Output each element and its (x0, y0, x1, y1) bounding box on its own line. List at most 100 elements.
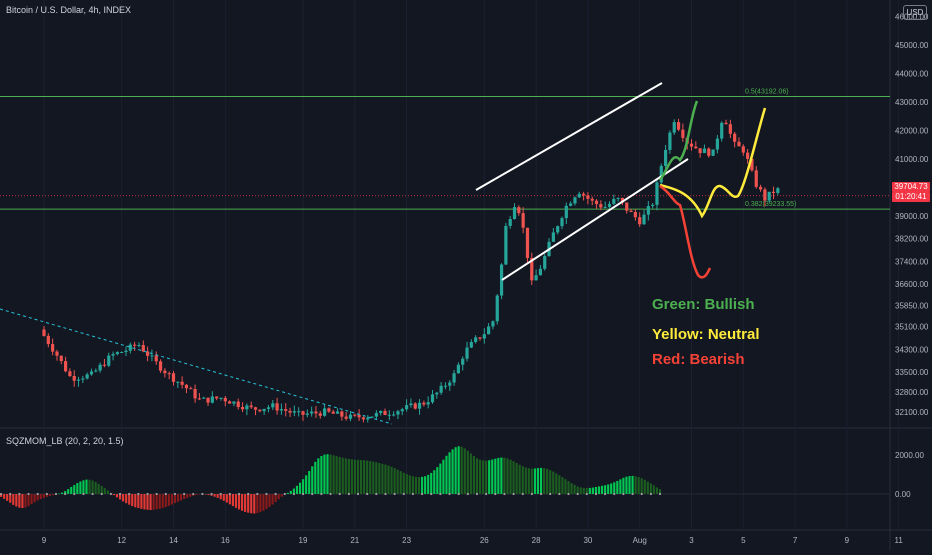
squeeze-dot (604, 492, 607, 496)
candle-body (771, 191, 776, 193)
candle-body (754, 170, 758, 187)
squeeze-dot (164, 492, 167, 496)
momentum-bar (582, 487, 585, 494)
squeeze-dot (45, 492, 48, 496)
momentum-bar (143, 494, 146, 510)
neutral-scenario-path (659, 107, 767, 219)
fib-label: 0.5(43192.06) (745, 89, 789, 96)
momentum-bar (183, 494, 186, 500)
candle-body (292, 411, 296, 413)
currency-badge[interactable]: USD (903, 5, 927, 20)
momentum-bar (27, 494, 30, 507)
candle-body (694, 146, 698, 149)
candle-body (305, 413, 309, 415)
momentum-bar (271, 494, 274, 505)
price-tick-label: 35100.00 (895, 323, 929, 332)
momentum-bar (161, 494, 164, 509)
momentum-bar (15, 494, 18, 507)
momentum-bar (353, 459, 357, 494)
momentum-bar (30, 494, 33, 505)
candle-body (737, 141, 741, 147)
candle-body (746, 152, 750, 159)
candle-body (413, 403, 417, 409)
candle-body (46, 335, 50, 345)
squeeze-dot (466, 492, 469, 496)
candle-body (638, 217, 642, 225)
momentum-bar (39, 494, 42, 500)
momentum-bar (463, 448, 466, 494)
price-tick-label: 36600.00 (895, 280, 929, 289)
momentum-bar (625, 476, 628, 494)
momentum-bar (579, 487, 582, 494)
squeeze-dot (237, 492, 241, 496)
candle-body (184, 384, 189, 389)
squeeze-dot (9, 492, 12, 496)
squeeze-dot (457, 492, 460, 496)
candle-body (331, 411, 335, 414)
momentum-bar (460, 446, 463, 494)
momentum-bar (491, 459, 494, 494)
candle-body (478, 337, 482, 339)
momentum-bar (85, 479, 88, 494)
squeeze-dot (247, 492, 250, 496)
candle-body (219, 397, 223, 399)
candle-body (664, 149, 668, 166)
momentum-bar (524, 467, 527, 494)
momentum-bar (576, 486, 579, 494)
time-tick-label: 19 (299, 536, 308, 545)
momentum-bar (241, 494, 244, 511)
momentum-bar (42, 494, 45, 498)
momentum-bar (12, 494, 15, 505)
candle-body (327, 408, 331, 412)
momentum-bar (48, 494, 51, 496)
candle-body (76, 379, 81, 381)
candle-body (89, 371, 94, 375)
squeeze-dot (393, 492, 396, 496)
squeeze-dot (420, 492, 424, 496)
momentum-bar (302, 479, 305, 494)
momentum-bar (530, 468, 533, 494)
candle-body (228, 401, 232, 404)
price-tick-label: 32800.00 (895, 388, 929, 397)
candle-body (348, 414, 353, 419)
squeeze-dot (100, 492, 103, 496)
momentum-bar (600, 485, 604, 494)
squeeze-dot (402, 492, 405, 496)
candle-body (599, 204, 603, 208)
squeeze-dot (256, 492, 259, 496)
candle-body (702, 148, 707, 154)
momentum-bar (347, 458, 350, 494)
momentum-bar (265, 494, 268, 510)
candle-body (681, 129, 685, 138)
momentum-bar (167, 494, 170, 506)
candle-body (42, 329, 46, 336)
momentum-bar (204, 494, 207, 495)
candle-body (594, 200, 599, 205)
candle-body (353, 414, 357, 416)
momentum-bar (225, 494, 228, 503)
momentum-bar (289, 490, 292, 494)
momentum-bar (228, 494, 231, 505)
momentum-bar (414, 476, 418, 494)
candle-body (146, 351, 150, 356)
momentum-bar (359, 460, 363, 494)
momentum-bar (381, 463, 384, 494)
momentum-bar (631, 475, 634, 494)
momentum-bar (503, 457, 506, 494)
momentum-bar (521, 466, 524, 494)
momentum-bar (152, 494, 155, 510)
fib-label: 0.382(39233.55) (745, 201, 796, 208)
price-tick-label: 42000.00 (895, 126, 929, 135)
momentum-bar (637, 477, 640, 494)
squeeze-dot (320, 492, 323, 496)
candle-body (366, 417, 370, 420)
candle-body (344, 416, 348, 419)
candle-body (612, 198, 616, 204)
candle-body (750, 158, 754, 171)
momentum-bar (613, 482, 616, 494)
momentum-bar (472, 455, 475, 494)
candle-body (448, 382, 452, 386)
squeeze-dot (91, 492, 94, 496)
